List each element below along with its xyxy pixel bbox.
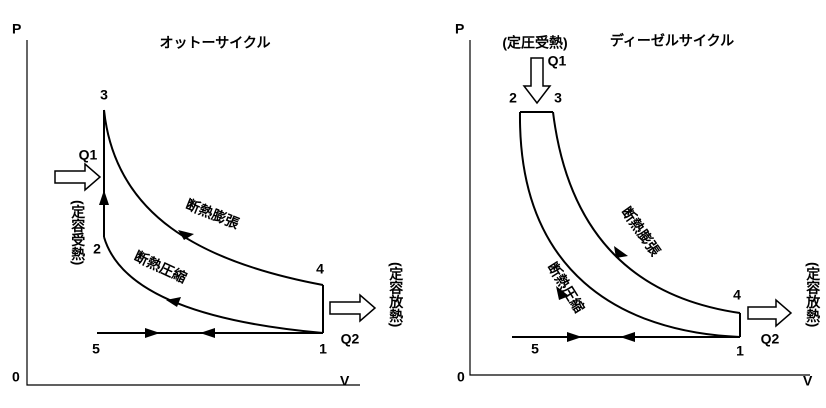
arrow (166, 297, 181, 307)
arrow (200, 328, 215, 338)
title: オットーサイクル (159, 35, 270, 51)
arrow (620, 332, 635, 342)
expansion-label: 断熱膨張 (618, 204, 664, 260)
point-label: 2 (509, 90, 517, 106)
q1-label: Q1 (548, 53, 567, 69)
point-label: 5 (531, 341, 539, 357)
point-label: 3 (554, 90, 562, 106)
heat-in-label: (定容受熱) (70, 200, 86, 265)
heat-in-label: (定圧受熱) (502, 35, 567, 51)
diesel-diagram: P 0 V ディーゼルサイクル (定圧受熱) Q1 Q2 (定容放熱) 断熱膨張… (455, 21, 821, 389)
point-label: 4 (316, 261, 324, 277)
point-label: 1 (736, 343, 744, 359)
arrow (145, 328, 160, 338)
q1-label: Q1 (79, 147, 98, 163)
point-label: 2 (93, 241, 101, 257)
expansion-curve (552, 111, 741, 314)
point-label: 4 (733, 287, 741, 303)
expansion-curve (103, 109, 324, 286)
arrow (556, 286, 569, 300)
axes (26, 40, 360, 386)
axes (469, 40, 810, 376)
origin-label: 0 (457, 369, 465, 385)
compression-label: 断熱圧縮 (132, 248, 190, 286)
q2-label: Q2 (341, 331, 360, 347)
v-axis-label: V (340, 373, 350, 389)
heat-out-label: (定容放熱) (388, 262, 404, 327)
v-axis-label: V (803, 373, 813, 389)
p-axis-label: P (12, 21, 21, 37)
title: ディーゼルサイクル (610, 33, 734, 49)
compression-curve (518, 111, 741, 338)
arrow (614, 246, 628, 258)
arrow (178, 230, 194, 240)
origin-label: 0 (12, 369, 20, 385)
compression-label: 断熱圧縮 (544, 259, 587, 315)
point-label: 1 (319, 341, 327, 357)
expansion-label: 断熱膨張 (184, 196, 243, 232)
q2-label: Q2 (761, 331, 780, 347)
otto-diagram: P 0 V オットーサイクル Q1 Q2 (定容受熱) (定容放熱) 断熱膨張 … (12, 21, 404, 389)
heat-out-label: (定容放熱) (805, 262, 821, 327)
p-axis-label: P (455, 21, 464, 37)
heat-arrow (522, 57, 552, 105)
arrow (99, 190, 109, 205)
point-label: 3 (100, 87, 108, 103)
arrow (567, 332, 582, 342)
heat-arrow (54, 162, 102, 192)
point-label: 5 (92, 341, 100, 357)
heat-arrow (329, 293, 377, 323)
heat-arrow (747, 298, 793, 328)
